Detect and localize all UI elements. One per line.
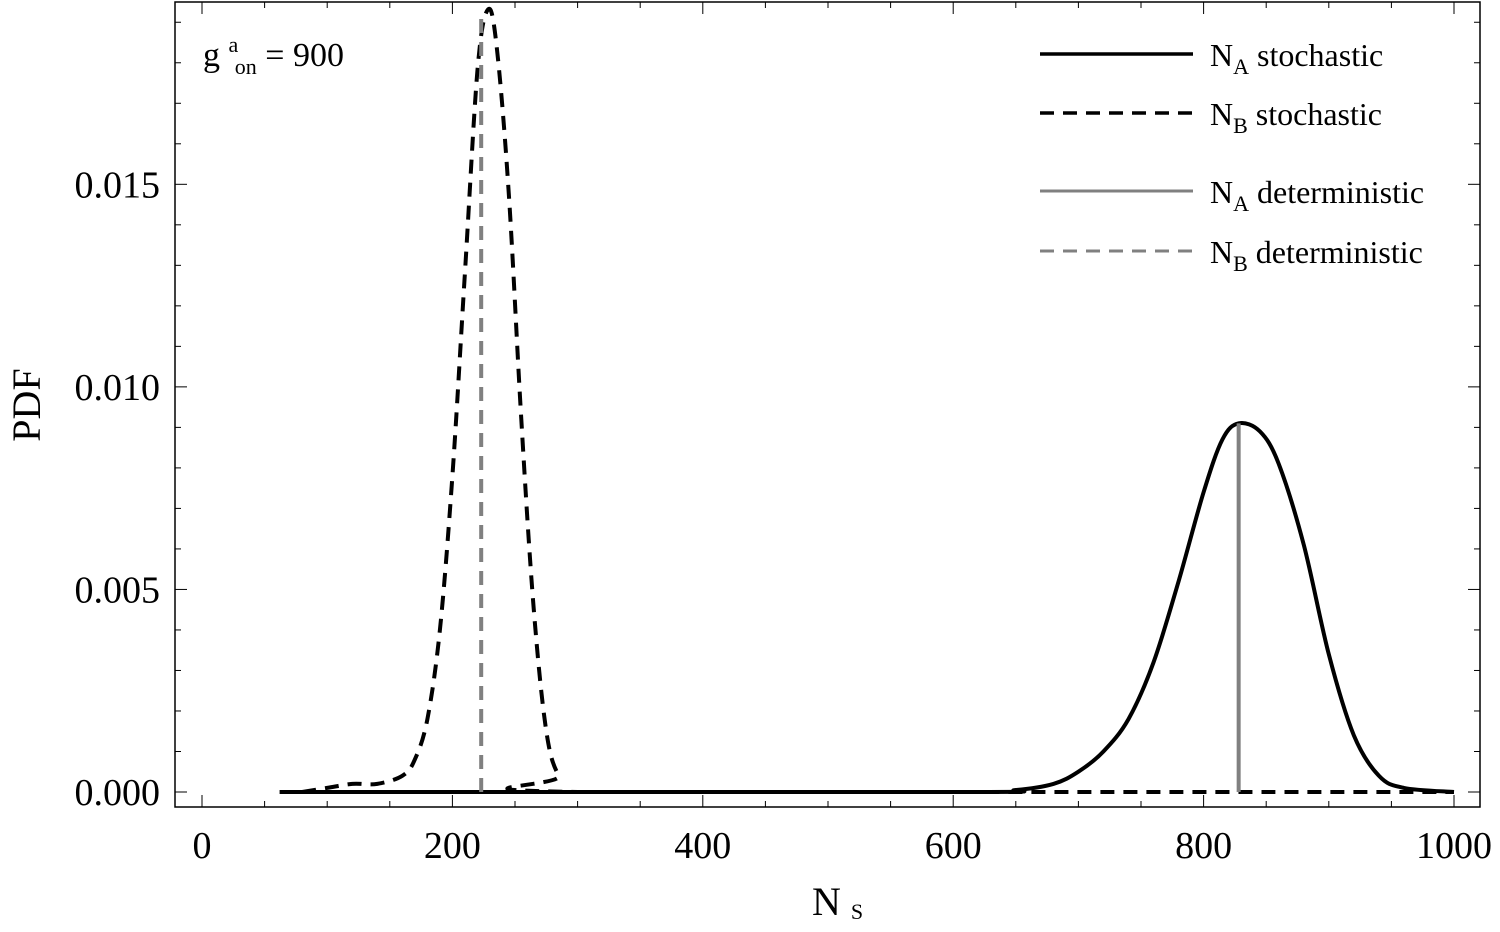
annotation: g a on = 900 [203,23,344,82]
x-axis-label-sub: S [851,899,863,924]
legend-label-0: NA stochastic [1210,37,1383,79]
legend-label-rest: stochastic [1248,96,1382,132]
x-tick-label: 800 [1175,825,1232,867]
legend-label-sub: A [1233,54,1249,79]
x-tick-label: 0 [193,825,212,867]
ticks-layer: 0 200 400 600 800 1000 0.000 0.005 0.010 0.015 [75,2,1492,867]
legend-label-sub: A [1233,191,1249,216]
x-axis-label: N S [812,879,863,924]
y-tick-label: 0.010 [75,367,161,409]
x-tick-label: 200 [424,825,481,867]
legend-label-main: N [1210,96,1233,132]
annotation-sup: a [229,32,239,57]
y-tick-label: 0.000 [75,772,161,814]
annotation-value: = 900 [265,37,344,74]
legend-label-2: NA deterministic [1210,174,1424,216]
series-layer [279,6,1455,795]
legend-label-1: NB stochastic [1210,96,1382,138]
legend-label-main: N [1210,234,1233,270]
annotation-base: g [203,37,220,74]
legend-label-rest: stochastic [1249,37,1383,73]
series-line-0 [279,421,1455,795]
legend-label-main: N [1210,174,1233,210]
y-tick-label: 0.005 [75,569,161,611]
x-tick-label: 400 [674,825,731,867]
x-tick-label: 600 [925,825,982,867]
series-line-1 [301,6,1454,795]
y-axis-label: PDF [4,368,49,441]
x-axis-label-main: N [812,879,841,924]
y-tick-label: 0.015 [75,164,161,206]
legend-label-sub: B [1233,113,1248,138]
x-tick-label: 1000 [1416,825,1492,867]
legend-label-3: NB deterministic [1210,234,1423,276]
legend-label-rest: deterministic [1248,234,1423,270]
legend-label-sub: B [1233,251,1248,276]
legend-label-rest: deterministic [1249,174,1424,210]
legend-label-main: N [1210,37,1233,73]
annotation-sub: on [235,54,257,79]
